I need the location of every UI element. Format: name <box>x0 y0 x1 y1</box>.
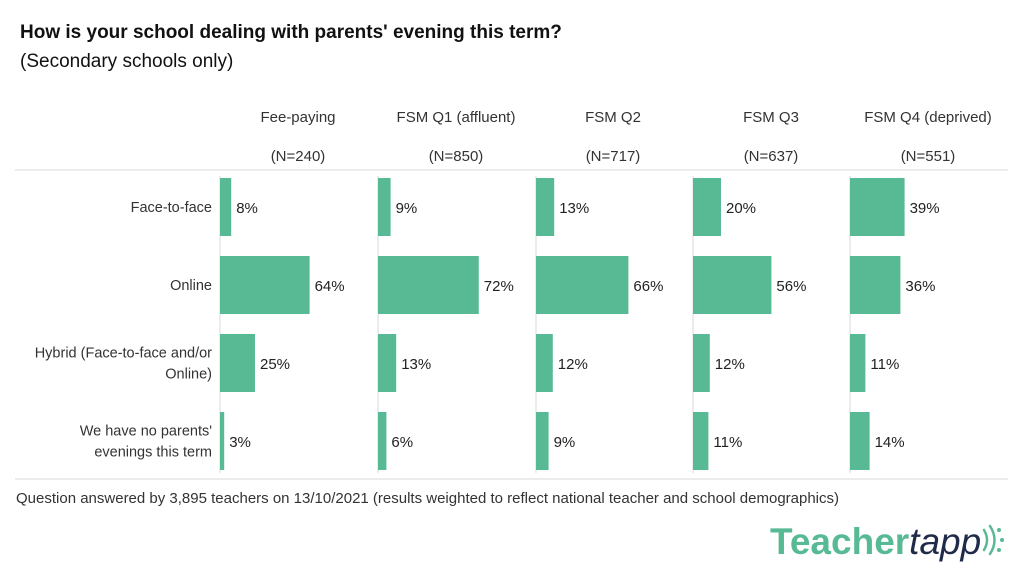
teachertapp-logo: Teachertapp <box>770 521 1004 562</box>
bar <box>220 412 225 470</box>
category-label: evenings this term <box>94 445 212 461</box>
bar <box>378 256 479 314</box>
bar-value-label: 13% <box>559 200 589 217</box>
bar-value-label: 13% <box>401 356 431 373</box>
category-label: We have no parents' <box>80 424 213 440</box>
category-label: Online <box>170 278 212 294</box>
logo-signal-icon <box>982 524 996 556</box>
bar <box>220 178 232 236</box>
bar <box>220 256 310 314</box>
bar-value-label: 8% <box>236 200 258 217</box>
panel-n-label: (N=240) <box>271 148 326 165</box>
bar-value-label: 11% <box>713 434 742 451</box>
bar <box>693 256 772 314</box>
bar-value-label: 14% <box>875 434 905 451</box>
logo-signal-dots <box>997 528 1004 552</box>
bar-value-label: 36% <box>905 278 935 295</box>
bar <box>850 412 870 470</box>
category-label: Hybrid (Face-to-face and/or <box>35 346 212 362</box>
bar <box>536 256 629 314</box>
category-label: Online) <box>165 367 212 383</box>
bar-value-label: 9% <box>396 200 418 217</box>
bar <box>693 178 721 236</box>
panel-header: FSM Q2 <box>585 109 641 126</box>
bar <box>536 334 553 392</box>
category-label: Face-to-face <box>131 200 212 216</box>
svg-text:Teachertapp: Teachertapp <box>770 521 981 562</box>
panel-header: FSM Q4 (deprived) <box>864 109 992 126</box>
bar <box>220 334 255 392</box>
chart-subtitle: (Secondary schools only) <box>20 51 234 72</box>
bar <box>850 334 866 392</box>
bar <box>378 412 387 470</box>
panel-header: FSM Q1 (affluent) <box>397 109 516 126</box>
bar <box>693 334 710 392</box>
panel-n-label: (N=850) <box>429 148 484 165</box>
bar <box>536 178 555 236</box>
bar-value-label: 64% <box>315 278 345 295</box>
bar-value-label: 3% <box>229 434 251 451</box>
panel-n-label: (N=637) <box>744 148 799 165</box>
bar-value-label: 56% <box>776 278 806 295</box>
bar-value-label: 9% <box>554 434 576 451</box>
bar-value-label: 72% <box>484 278 514 295</box>
bar <box>693 412 709 470</box>
panel-n-label: (N=717) <box>586 148 641 165</box>
bar <box>536 412 549 470</box>
bar-value-label: 20% <box>726 200 756 217</box>
bar <box>378 178 391 236</box>
bar-value-label: 66% <box>633 278 663 295</box>
bar <box>378 334 397 392</box>
panel-header: Fee-paying <box>260 109 335 126</box>
bar-value-label: 39% <box>910 200 940 217</box>
bar-value-label: 12% <box>558 356 588 373</box>
bar-value-label: 12% <box>715 356 745 373</box>
panel-n-label: (N=551) <box>901 148 956 165</box>
bar-value-label: 6% <box>391 434 413 451</box>
footnote: Question answered by 3,895 teachers on 1… <box>16 490 840 507</box>
logo-teacher: Teacher <box>770 521 909 562</box>
panel-header: FSM Q3 <box>743 109 799 126</box>
bar-value-label: 11% <box>870 356 899 373</box>
bar-value-label: 25% <box>260 356 290 373</box>
bar <box>850 178 905 236</box>
logo-tapp: tapp <box>909 521 981 562</box>
bar <box>850 256 901 314</box>
chart-title: How is your school dealing with parents'… <box>20 22 562 43</box>
